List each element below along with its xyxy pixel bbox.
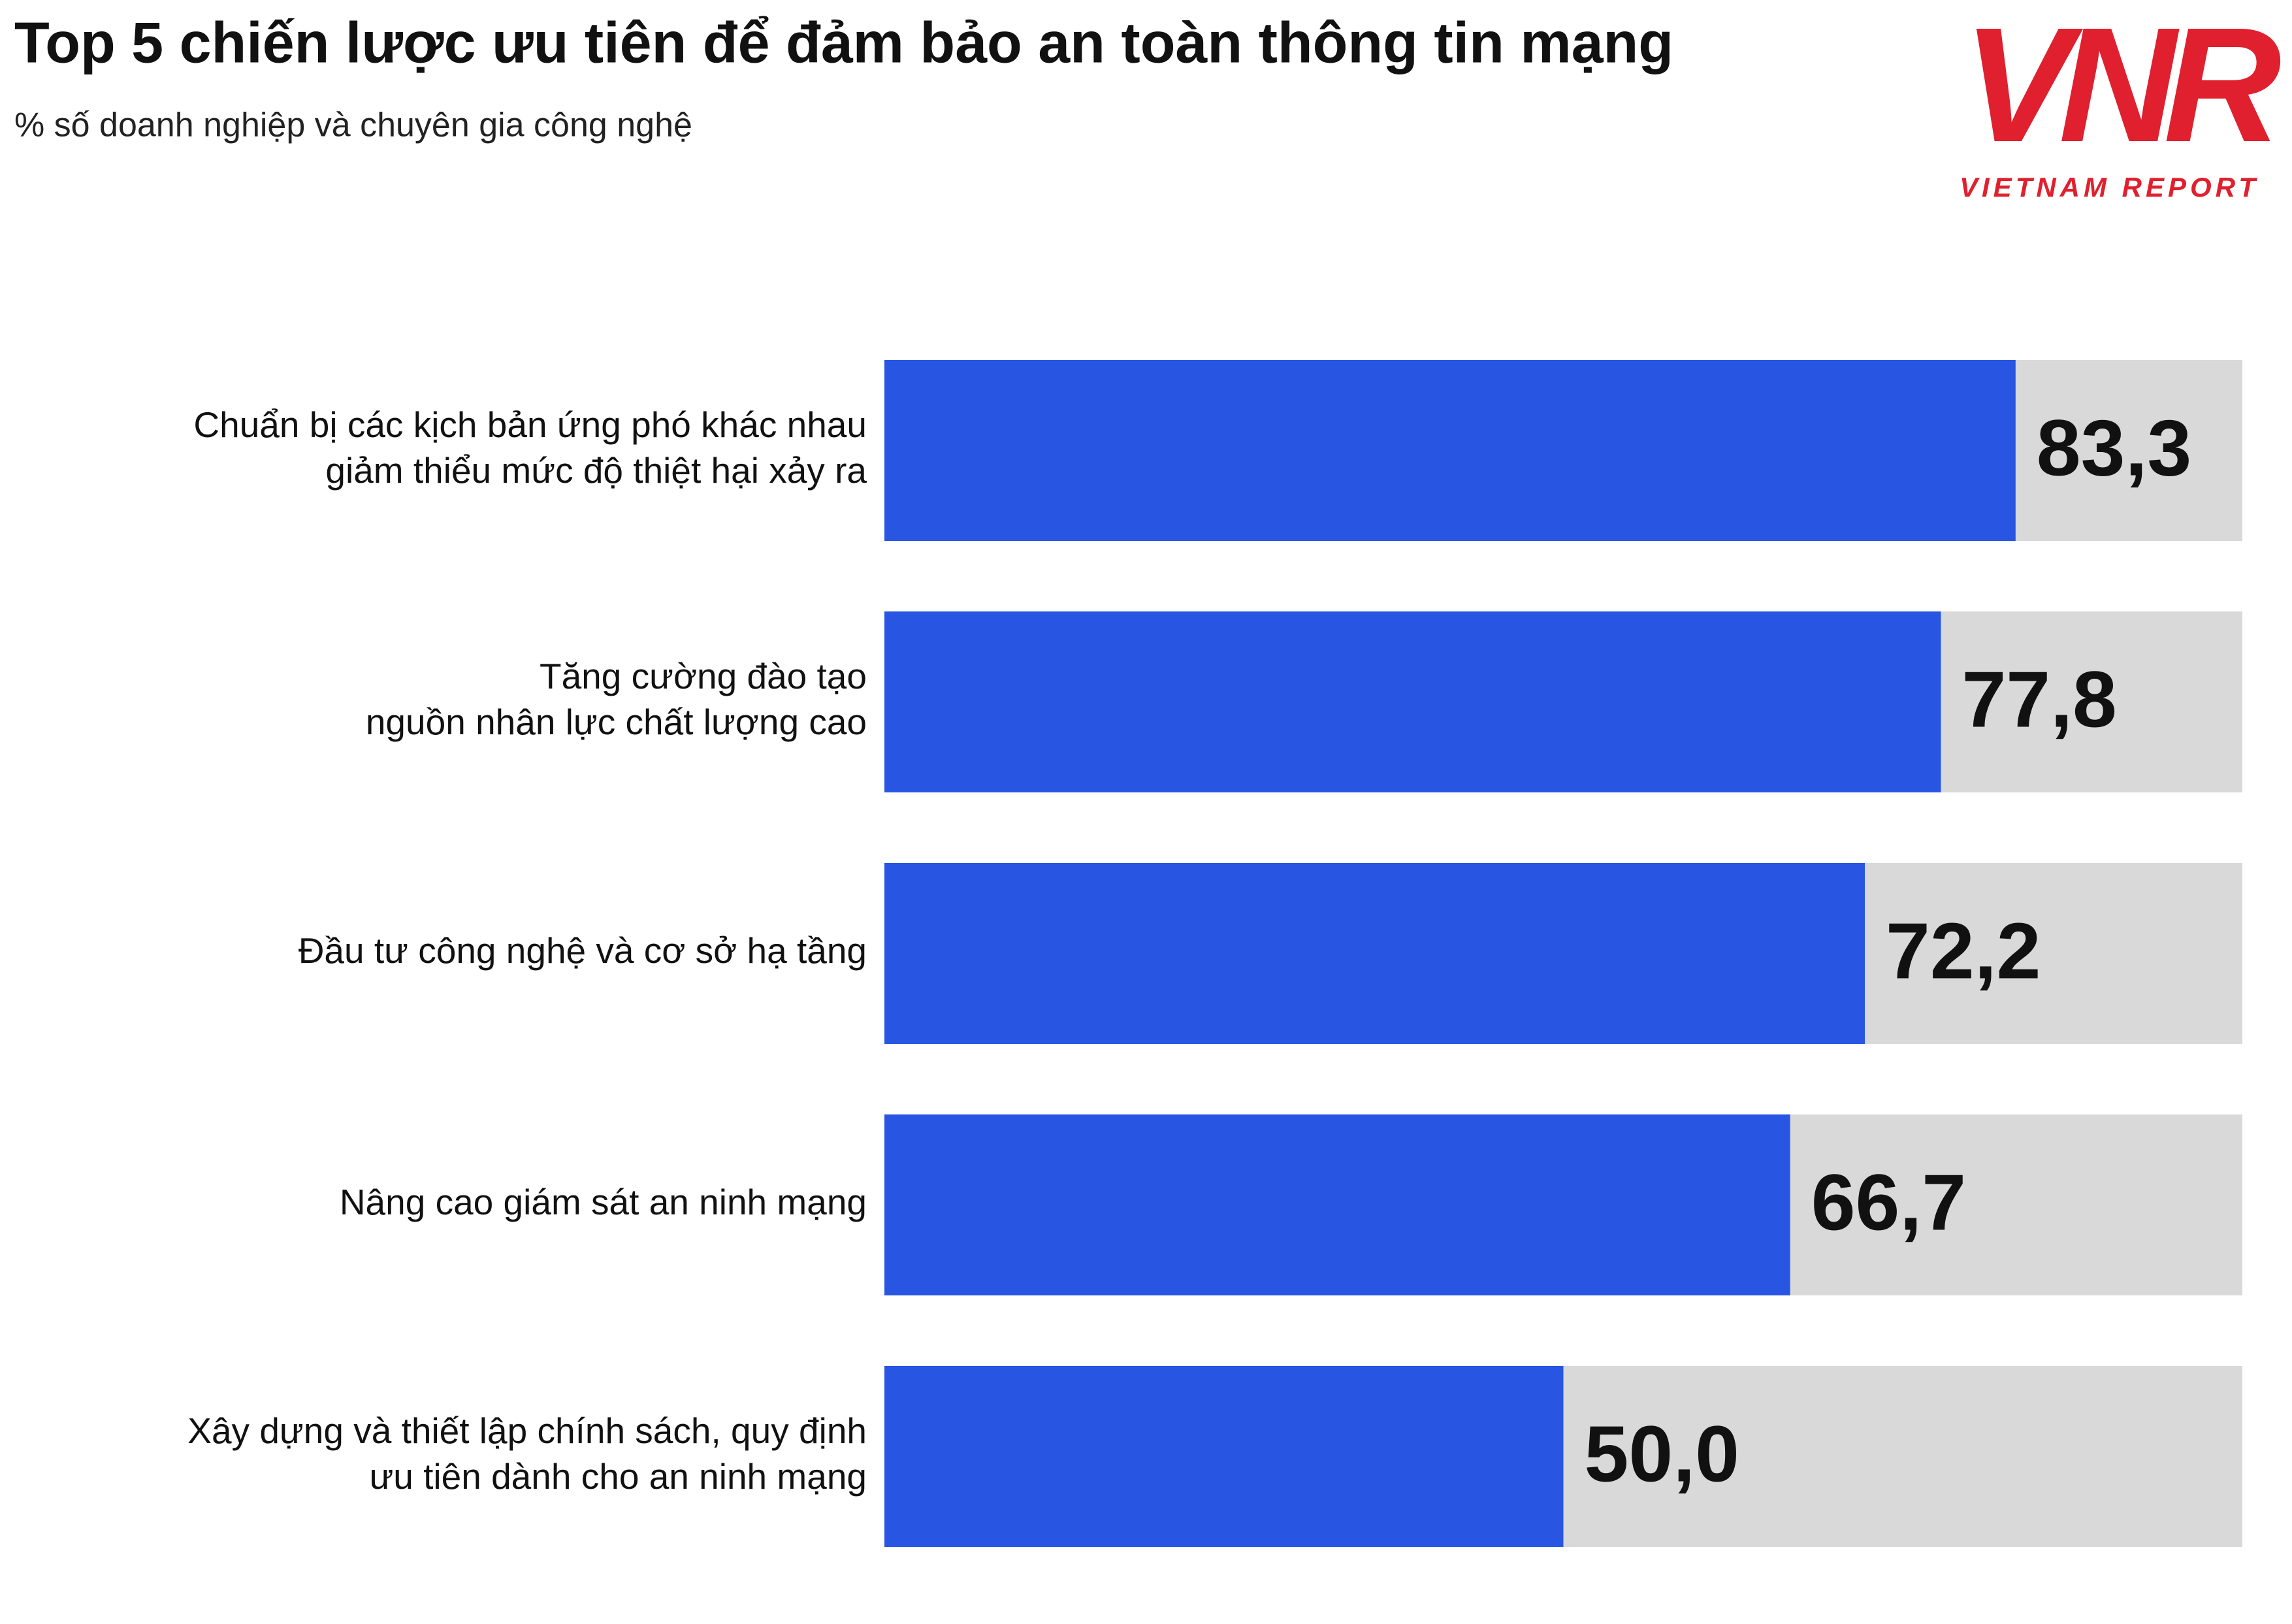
value-label: 72,2: [1886, 907, 2041, 996]
category-label: Nâng cao giám sát an ninh mạng: [340, 1182, 867, 1222]
category-label: giảm thiểu mức độ thiệt hại xảy ra: [325, 450, 867, 491]
value-label: 77,8: [1961, 655, 2116, 744]
bar: [884, 863, 1865, 1044]
logo-text: VIETNAM REPORT: [1960, 172, 2259, 203]
category-label: Chuẩn bị các kịch bản ứng phó khác nhau: [193, 404, 867, 445]
value-label: 83,3: [2037, 404, 2191, 493]
value-label: 50,0: [1585, 1410, 1739, 1499]
bar: [884, 611, 1941, 792]
logo-mark: VNR: [1963, 0, 2280, 176]
value-label: 66,7: [1811, 1158, 1966, 1247]
bar: [884, 1114, 1790, 1295]
category-label: Tăng cường đào tạo: [540, 656, 867, 696]
chart-subtitle: % số doanh nghiệp và chuyên gia công ngh…: [14, 106, 692, 144]
category-label: Xây dựng và thiết lập chính sách, quy đị…: [187, 1410, 867, 1451]
bar: [884, 360, 2016, 541]
category-label: nguồn nhân lực chất lượng cao: [366, 702, 867, 742]
category-label: ưu tiên dành cho an ninh mạng: [369, 1456, 867, 1497]
category-label: Đầu tư công nghệ và cơ sở hạ tầng: [299, 930, 867, 971]
chart-title: Top 5 chiến lược ưu tiên để đảm bảo an t…: [14, 10, 1673, 74]
bar: [884, 1366, 1564, 1547]
